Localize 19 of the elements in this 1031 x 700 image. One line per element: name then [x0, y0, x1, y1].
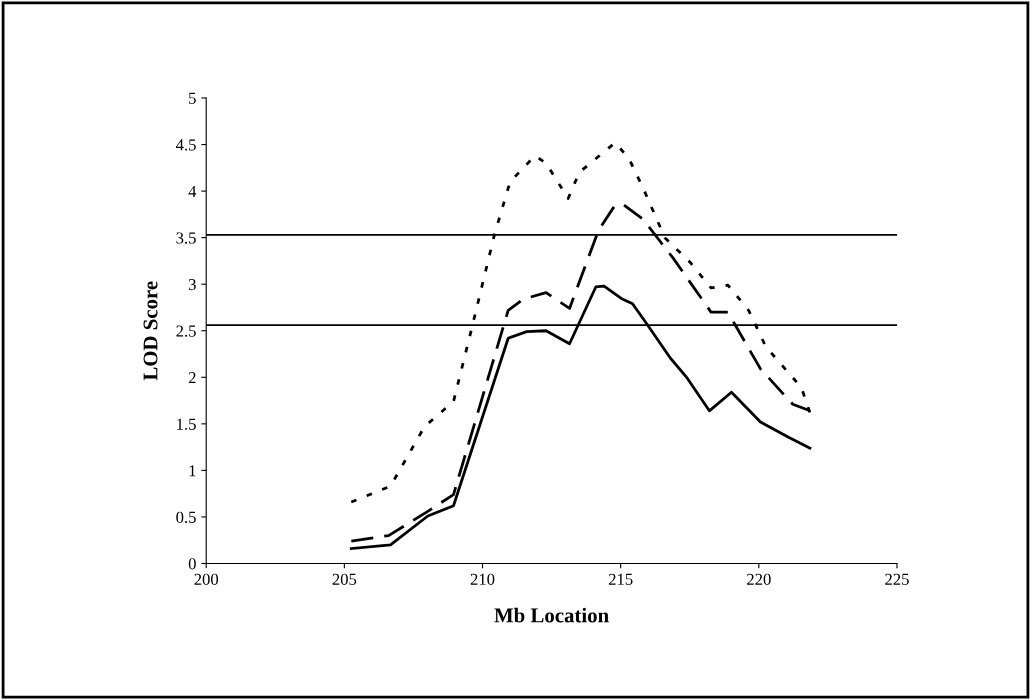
y-tick-label: 4.5	[175, 139, 196, 151]
y-tick-label: 5	[189, 92, 196, 104]
x-tick-label: 225	[885, 573, 909, 585]
x-tick-label: 200	[194, 573, 219, 585]
x-tick-label: 220	[747, 573, 771, 585]
y-tick-label: 3.5	[176, 232, 196, 244]
y-axis-title: LOD Score	[143, 281, 158, 381]
x-axis-title: Mb Location	[494, 607, 609, 623]
y-tick-label: 2	[188, 372, 196, 384]
y-tick-label: 1	[189, 465, 196, 477]
y-tick-label: 2.5	[176, 325, 196, 337]
x-tick-label: 210	[470, 573, 495, 585]
y-tick-label: 1.5	[177, 418, 196, 430]
x-tick-label: 215	[608, 573, 633, 585]
y-tick-label: 0	[188, 558, 196, 570]
x-tick-label: 205	[332, 573, 357, 585]
y-tick-label: 3	[188, 278, 196, 291]
y-tick-label: 0.5	[176, 511, 196, 523]
y-tick-label: 4	[188, 185, 197, 197]
